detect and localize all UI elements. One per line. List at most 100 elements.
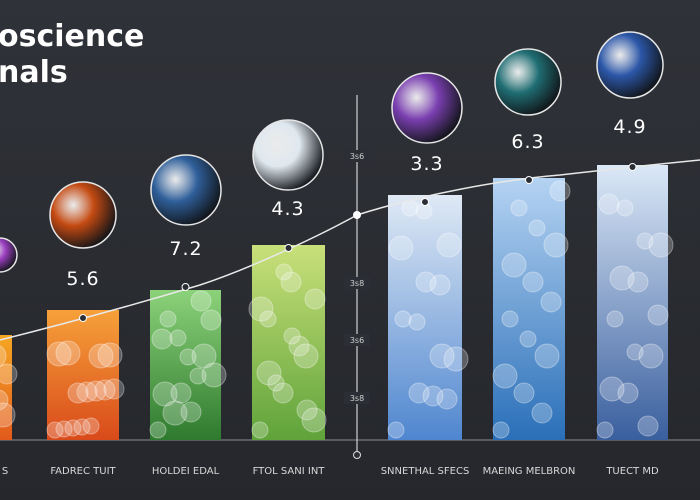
item-label: TUECT MD — [605, 466, 659, 477]
item-value: 4.9 — [613, 116, 646, 138]
bubble — [97, 342, 123, 368]
axis-label: 3s8 — [350, 394, 364, 403]
sphere — [49, 181, 117, 249]
axis-label: 3s6 — [350, 336, 364, 345]
bubble — [394, 310, 412, 328]
bubble — [0, 389, 9, 411]
bubble — [0, 402, 16, 428]
bubble — [528, 219, 546, 237]
bubble — [599, 376, 625, 402]
bubble — [73, 418, 91, 436]
bubble — [67, 382, 89, 404]
sphere — [150, 154, 222, 226]
bubble — [280, 271, 302, 293]
bubble — [387, 421, 405, 439]
bubble — [151, 328, 173, 350]
bubble — [259, 310, 277, 328]
bubble — [606, 310, 624, 328]
bubble — [103, 378, 125, 400]
axis-label-bg — [344, 334, 370, 346]
curve-dot — [181, 283, 190, 291]
bubble — [275, 263, 293, 281]
bubble — [272, 382, 294, 404]
axis-label: 3s6 — [350, 152, 364, 161]
bubble — [549, 180, 571, 202]
bubble — [501, 310, 519, 328]
item-label: HOLDEI EDAL — [152, 466, 220, 477]
curve-dot — [525, 176, 533, 184]
bubble — [267, 374, 285, 392]
bubble — [200, 309, 222, 331]
bubble — [436, 388, 458, 410]
bubble — [296, 399, 318, 421]
bubble — [408, 313, 426, 331]
bubble — [55, 340, 81, 366]
bubble — [190, 290, 212, 312]
sphere — [596, 31, 664, 99]
bubble — [408, 382, 430, 404]
bubble — [617, 382, 639, 404]
bubble — [301, 407, 327, 433]
bubble — [501, 252, 527, 278]
bubble — [519, 330, 537, 348]
sphere — [391, 72, 463, 144]
curve-dot — [421, 198, 429, 206]
bar — [150, 290, 221, 440]
title-line: oscience — [0, 19, 144, 54]
bubble — [46, 341, 72, 367]
bubble — [64, 419, 82, 437]
bubble — [513, 382, 535, 404]
item-value: 6.3 — [511, 131, 544, 153]
axis-dot — [353, 451, 361, 459]
bubble — [201, 362, 227, 388]
bubble — [251, 421, 269, 439]
bubble — [648, 232, 674, 258]
item-value: 3.3 — [410, 153, 443, 175]
curve-dot — [79, 314, 87, 322]
bubble — [636, 232, 654, 250]
bubble — [0, 345, 7, 367]
bubble — [82, 417, 100, 435]
bubble — [388, 235, 414, 261]
bubble — [55, 420, 73, 438]
sphere — [0, 237, 18, 273]
bubble — [626, 343, 644, 361]
item-label: SNNETHAL SFECS — [381, 466, 470, 477]
bubble — [429, 343, 455, 369]
bar — [493, 178, 565, 440]
bubble — [88, 343, 114, 369]
bubble — [522, 271, 544, 293]
sphere — [494, 48, 562, 116]
curve-dot — [628, 163, 637, 171]
bubble — [152, 381, 178, 407]
curve-dot — [284, 244, 293, 252]
bubble — [492, 421, 510, 439]
bar — [252, 245, 325, 440]
bar — [388, 195, 462, 440]
axis-label: 3s8 — [350, 279, 364, 288]
bubble — [436, 232, 462, 258]
item-label: MAEING MELBRON — [483, 466, 576, 477]
bubble — [609, 265, 635, 291]
bubble — [596, 421, 614, 439]
bubble — [191, 343, 217, 369]
bubble — [422, 385, 444, 407]
bar — [597, 165, 668, 440]
bubble — [534, 343, 560, 369]
bubble — [94, 379, 116, 401]
bubble — [256, 360, 282, 386]
bubble — [510, 199, 528, 217]
sphere — [252, 119, 324, 191]
bubble — [180, 401, 202, 423]
bubble — [288, 335, 310, 357]
bubble — [637, 415, 659, 437]
axis-label-bg — [344, 277, 370, 289]
title-line: nals — [0, 55, 68, 90]
bubble — [248, 296, 274, 322]
bubble — [162, 400, 188, 426]
bubble — [169, 329, 187, 347]
bubble — [638, 343, 664, 369]
bubble — [0, 363, 18, 385]
